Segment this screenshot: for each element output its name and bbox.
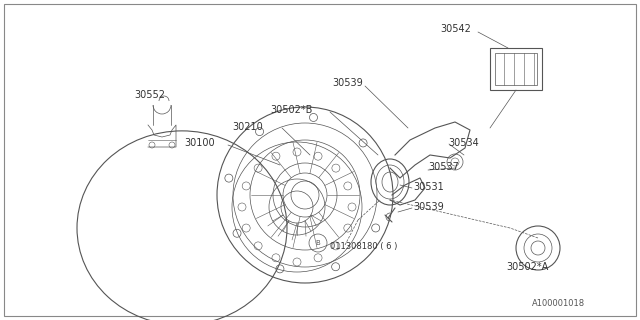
Text: 011308180 ( 6 ): 011308180 ( 6 ) — [330, 242, 397, 251]
Text: 30534: 30534 — [448, 138, 479, 148]
Text: 30210: 30210 — [232, 122, 263, 132]
Text: A100001018: A100001018 — [532, 299, 585, 308]
Text: 30542: 30542 — [440, 24, 471, 34]
Bar — [495, 53, 537, 85]
Text: 30100: 30100 — [184, 138, 214, 148]
Text: 30537: 30537 — [428, 162, 459, 172]
Text: 30552: 30552 — [134, 90, 165, 100]
Text: B: B — [316, 240, 321, 246]
Text: 30502*A: 30502*A — [506, 262, 548, 272]
Bar — [490, 48, 542, 90]
Text: 30531: 30531 — [413, 182, 444, 192]
Text: 30539: 30539 — [332, 78, 363, 88]
Text: 30539: 30539 — [413, 202, 444, 212]
Text: 30502*B: 30502*B — [270, 105, 312, 115]
